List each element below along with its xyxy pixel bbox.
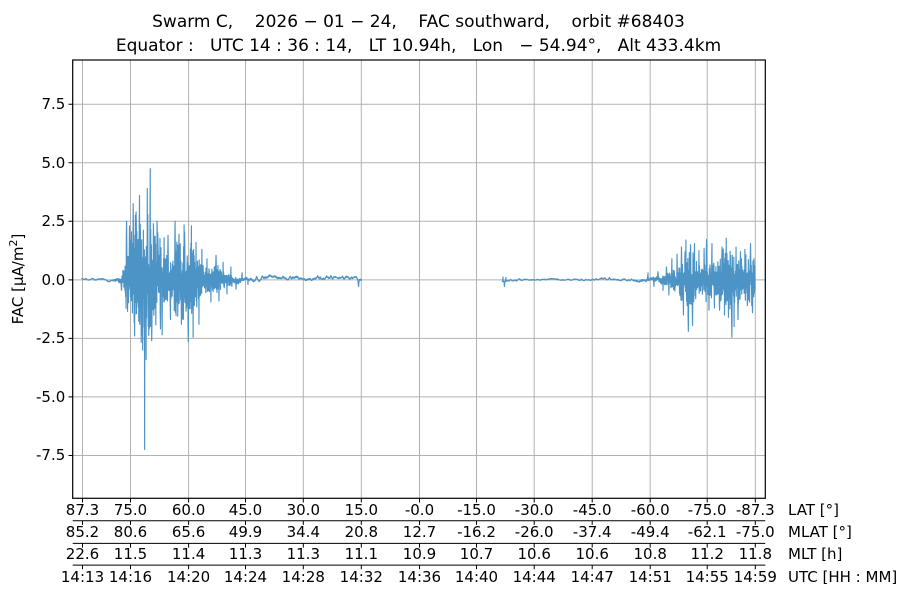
x-tick-label-row2-8: 10.6 [517,544,551,563]
x-tick-label-row0-2: 60.0 [171,500,206,519]
x-tick-label-row3-2: 14:20 [166,568,211,587]
y-tick-label-0.0: 0.0 [41,270,66,289]
x-tick-label-row3-9: 14:47 [570,568,614,587]
x-row-name-2: MLT [h] [788,544,843,563]
y-axis-label: FAC [μA/m2] [7,234,27,325]
x-tick-label-row1-5: 20.8 [344,522,378,541]
tick-marks [68,103,756,570]
x-tick-label-row3-12: 14:59 [733,568,777,587]
axes-box [72,59,766,499]
x-tick-label-row0-12: -87.3 [735,500,775,519]
x-row-name-1: MLAT [°] [788,522,852,541]
x-tick-label-row3-0: 14:13 [60,568,105,587]
fac-line-segment-0 [81,168,363,451]
x-tick-label-row1-12: -75.0 [735,522,775,541]
y-tick-label-2.5: 2.5 [41,212,66,231]
x-tick-label-row0-7: -15.0 [457,500,496,519]
x-tick-label-row3-10: 14:51 [628,568,672,587]
x-tick-label-row1-4: 34.4 [286,522,320,541]
title-block: Swarm C, 2026 − 01 − 24, FAC southward, … [71,10,766,58]
x-tick-label-row3-8: 14:44 [512,568,556,587]
chart-title: Swarm C, 2026 − 01 − 24, FAC southward, … [152,12,685,32]
x-tick-label-row1-2: 65.6 [171,522,206,541]
secondary-axis-spines [72,520,766,566]
x-tick-label-row1-11: -62.1 [687,522,727,541]
chart-subtitle: Equator : UTC 14 : 36 : 14, LT 10.94h, L… [115,36,722,56]
x-tick-label-row2-10: 10.8 [633,544,667,563]
y-axis-label-sup: 2 [7,239,20,247]
x-tick-label-row0-10: -60.0 [630,500,670,519]
x-tick-label-row0-0: 87.3 [65,500,100,519]
x-tick-label-row0-6: -0.0 [404,500,435,519]
x-tick-label-row2-5: 11.1 [344,544,378,563]
x-tick-label-row0-11: -75.0 [687,500,727,519]
y-tick-label--7.5: -7.5 [36,446,66,465]
x-tick-label-row3-11: 14:55 [685,568,729,587]
x-tick-label-row0-8: -30.0 [514,500,554,519]
x-tick-label-row1-10: -49.4 [630,522,670,541]
x-tick-label-row2-7: 10.7 [459,544,494,563]
x-tick-label-row0-1: 75.0 [113,500,148,519]
x-tick-label-row0-5: 15.0 [344,500,378,519]
x-tick-label-row3-3: 14:24 [223,568,268,587]
x-tick-label-row2-1: 11.5 [113,544,148,563]
y-tick-label--2.5: -2.5 [36,329,66,348]
x-tick-label-row2-2: 11.4 [171,544,206,563]
fac-line-segment-1 [501,237,756,338]
x-tick-label-row2-11: 11.2 [690,544,724,563]
x-tick-label-row1-8: -26.0 [514,522,554,541]
x-tick-label-row3-5: 14:32 [339,568,383,587]
x-tick-label-row2-12: 11.8 [738,544,772,563]
x-tick-label-row2-4: 11.3 [286,544,320,563]
y-tick-label-5.0: 5.0 [41,153,66,172]
x-tick-label-row1-1: 80.6 [113,522,148,541]
x-tick-label-row3-4: 14:28 [281,568,325,587]
y-axis-label-text: FAC [μA/m [9,246,27,325]
x-row-name-3: UTC [HH : MM] [788,568,898,587]
x-tick-label-row3-7: 14:40 [454,568,499,587]
x-tick-label-row2-9: 10.6 [575,544,609,563]
x-tick-label-row1-0: 85.2 [65,522,100,541]
x-tick-label-row0-4: 30.0 [286,500,320,519]
x-tick-label-row1-6: 12.7 [402,522,437,541]
x-tick-label-row0-9: -45.0 [572,500,612,519]
y-axis-label-close: ] [9,233,27,240]
x-tick-label-row3-6: 14:36 [397,568,442,587]
x-tick-label-row2-0: 22.6 [65,544,100,563]
x-tick-label-row2-6: 10.9 [402,544,437,563]
x-tick-label-row0-3: 45.0 [228,500,263,519]
x-tick-label-row1-9: -37.4 [572,522,612,541]
x-tick-label-row2-3: 11.3 [228,544,263,563]
x-tick-label-row1-7: -16.2 [457,522,496,541]
y-tick-label-7.5: 7.5 [41,95,66,114]
y-tick-label--5.0: -5.0 [36,387,66,406]
x-row-name-0: LAT [°] [788,500,839,519]
x-tick-label-row3-1: 14:16 [108,568,153,587]
x-tick-label-row1-3: 49.9 [228,522,263,541]
